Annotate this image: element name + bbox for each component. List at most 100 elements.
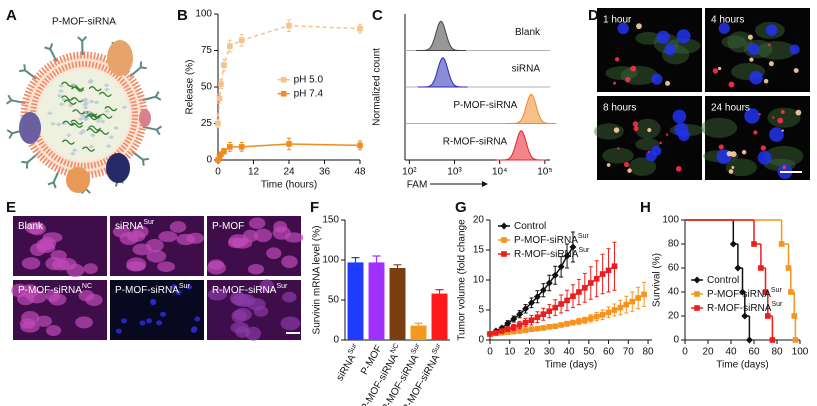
marker [504, 329, 511, 335]
legend-label-text: R-MOF-siRNA [514, 249, 579, 260]
antenna-branch [142, 157, 150, 161]
y-axis-label: Release (%) [185, 59, 196, 114]
legend-label: R-MOF-siRNASur [514, 247, 590, 259]
cell [169, 221, 187, 233]
legend-label-sup: Sur [771, 287, 783, 294]
x-tick-label: 100 [792, 347, 809, 358]
y-axis-label: Survival (%) [652, 253, 663, 307]
cell [36, 315, 53, 327]
marker [641, 291, 647, 298]
histogram-label: R-MOF-siRNA [443, 136, 508, 147]
marker [611, 307, 618, 313]
image-label: P-MOF-siRNANC [18, 283, 92, 295]
antenna-branch [49, 43, 54, 50]
x-tick-label: 10⁴ [492, 167, 507, 178]
nucleus [651, 73, 663, 85]
antenna-branch [77, 36, 83, 42]
marker [533, 293, 541, 301]
peg-antenna [77, 36, 88, 56]
mof-node [46, 111, 53, 116]
marker [522, 305, 530, 313]
cell [233, 307, 252, 322]
legend-label: Control [514, 221, 546, 232]
antenna-branch [155, 95, 162, 101]
bar [368, 262, 385, 340]
panel-label: C [372, 7, 383, 24]
sirna-signal [633, 125, 639, 132]
mof-node [65, 133, 72, 138]
x-tick-label: 80 [771, 347, 783, 358]
marker [593, 313, 600, 320]
peg-antenna [44, 43, 58, 63]
marker [504, 319, 512, 327]
y-tick-label: 20 [473, 215, 485, 226]
sirna-strand [104, 106, 118, 112]
bar [431, 293, 448, 340]
antenna-branch [8, 132, 14, 139]
cell [75, 316, 93, 329]
image-label-text: Blank [18, 221, 44, 232]
cell [194, 316, 201, 322]
sirna-strand [98, 91, 112, 97]
x-tick-label: 60 [748, 347, 760, 358]
x-tick-label: 0 [487, 347, 493, 358]
image-label: P-MOF [212, 221, 244, 232]
sirna-signal [625, 76, 631, 83]
marker [227, 144, 233, 150]
panel-label: F [310, 199, 319, 216]
marker [629, 298, 636, 305]
series-line [489, 265, 615, 335]
sirna-signal [795, 109, 802, 116]
mof-node [103, 83, 110, 88]
marker [286, 22, 292, 29]
cell [157, 261, 176, 272]
x-tick-label: 10 [504, 347, 516, 358]
cell [126, 257, 147, 271]
marker [745, 336, 753, 344]
cell [158, 231, 178, 243]
cell [273, 221, 288, 233]
sirna-strand [85, 115, 98, 121]
sirna-signal [782, 165, 787, 170]
marker [576, 289, 582, 295]
sirna-strand [87, 113, 101, 119]
sirna-signal [632, 121, 639, 127]
cell [120, 318, 127, 324]
legend-label-text: P-MOF-siRNA [707, 289, 771, 300]
legend-marker [694, 305, 700, 311]
x-tick-label: 36 [319, 167, 331, 178]
sirna-signal [665, 80, 671, 86]
cell [112, 226, 131, 238]
marker [493, 330, 499, 336]
image-label-sup: Sur [143, 219, 155, 226]
marker [569, 243, 577, 251]
marker [751, 241, 757, 247]
x-tick-label: 40 [725, 347, 737, 358]
cell [150, 300, 157, 306]
category-label-sup: Sur [347, 342, 359, 356]
nucleus [617, 22, 629, 35]
mof-node [81, 99, 88, 104]
mof-node [58, 83, 65, 88]
sirna-signal [793, 68, 799, 74]
marker [552, 304, 558, 311]
mof-node [71, 148, 78, 153]
cell [247, 263, 265, 275]
category-label-sup: Sur [410, 342, 422, 356]
image-label-sup: NC [82, 283, 92, 290]
histogram [416, 20, 466, 51]
image-label: siRNASur [115, 219, 155, 231]
antenna-branch [85, 188, 91, 194]
cell [171, 284, 178, 290]
image-label: 8 hours [603, 103, 636, 114]
marker [570, 319, 576, 326]
legend-marker [501, 237, 507, 243]
peg-antenna [142, 125, 163, 136]
marker [593, 276, 600, 282]
y-tick-label: 5 [478, 305, 484, 316]
mof-node [55, 122, 62, 127]
mof-node [79, 113, 86, 118]
nucleus [747, 43, 760, 55]
cell [266, 247, 282, 260]
sirna-strand [88, 125, 102, 131]
